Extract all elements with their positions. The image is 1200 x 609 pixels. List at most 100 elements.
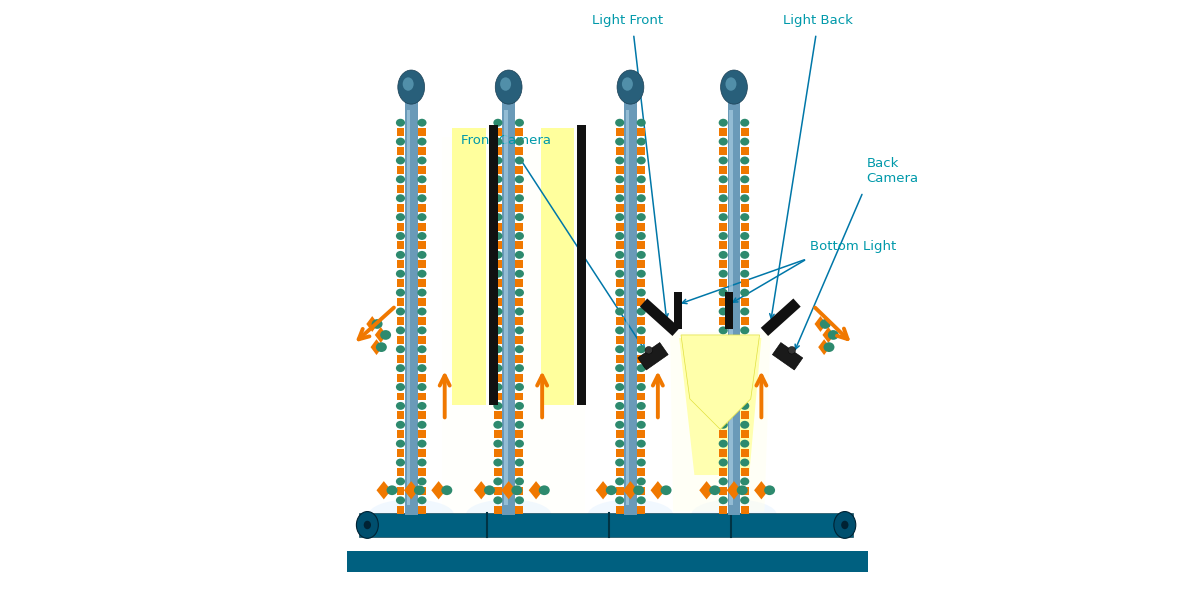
Bar: [637, 166, 646, 174]
Ellipse shape: [493, 270, 503, 278]
Bar: [494, 373, 502, 381]
Ellipse shape: [493, 175, 503, 183]
Bar: [719, 317, 727, 325]
Polygon shape: [679, 338, 761, 475]
Ellipse shape: [396, 138, 406, 146]
Bar: [637, 449, 646, 457]
Bar: [637, 354, 646, 362]
Bar: [740, 147, 749, 155]
Bar: [494, 147, 502, 155]
Bar: [494, 449, 502, 457]
Bar: [637, 505, 646, 514]
Ellipse shape: [719, 459, 727, 466]
Bar: [616, 279, 624, 287]
Ellipse shape: [637, 477, 646, 485]
Ellipse shape: [511, 485, 522, 495]
Ellipse shape: [588, 499, 673, 530]
Ellipse shape: [719, 232, 727, 240]
Bar: [418, 241, 426, 249]
Bar: [494, 487, 502, 495]
Bar: [740, 505, 749, 514]
Ellipse shape: [418, 270, 426, 278]
Polygon shape: [640, 298, 679, 336]
Bar: [637, 128, 646, 136]
Ellipse shape: [634, 485, 644, 495]
Bar: [396, 430, 404, 438]
Ellipse shape: [616, 421, 624, 429]
Polygon shape: [773, 342, 803, 370]
Ellipse shape: [616, 477, 624, 485]
Ellipse shape: [616, 232, 624, 240]
Bar: [719, 354, 727, 362]
Ellipse shape: [616, 496, 624, 504]
Ellipse shape: [740, 270, 749, 278]
Bar: [637, 468, 646, 476]
Bar: [616, 487, 624, 495]
Bar: [740, 185, 749, 192]
Bar: [418, 317, 426, 325]
Ellipse shape: [493, 232, 503, 240]
Bar: [494, 336, 502, 343]
Bar: [516, 354, 523, 362]
Ellipse shape: [740, 157, 749, 164]
Ellipse shape: [376, 342, 386, 352]
Bar: [719, 487, 727, 495]
Ellipse shape: [418, 251, 426, 259]
Ellipse shape: [719, 364, 727, 372]
Polygon shape: [502, 481, 516, 499]
Ellipse shape: [740, 459, 749, 466]
Polygon shape: [474, 481, 488, 499]
Ellipse shape: [418, 232, 426, 240]
Ellipse shape: [764, 485, 775, 495]
Bar: [616, 203, 624, 211]
Bar: [494, 260, 502, 268]
Ellipse shape: [616, 213, 624, 221]
Ellipse shape: [418, 157, 426, 164]
Bar: [616, 392, 624, 401]
Bar: [396, 412, 404, 419]
Ellipse shape: [418, 364, 426, 372]
Ellipse shape: [637, 194, 646, 202]
Bar: [494, 505, 502, 514]
Ellipse shape: [740, 175, 749, 183]
Ellipse shape: [515, 364, 524, 372]
Ellipse shape: [396, 251, 406, 259]
Bar: [503, 100, 515, 515]
Ellipse shape: [396, 383, 406, 391]
Bar: [418, 449, 426, 457]
Bar: [494, 185, 502, 192]
Polygon shape: [822, 327, 834, 343]
Ellipse shape: [616, 119, 624, 127]
Ellipse shape: [493, 364, 503, 372]
Ellipse shape: [616, 459, 624, 466]
Bar: [396, 147, 404, 155]
Bar: [616, 298, 624, 306]
Bar: [396, 373, 404, 381]
Ellipse shape: [828, 330, 839, 340]
Bar: [516, 392, 523, 401]
Text: Bottom Light: Bottom Light: [810, 240, 896, 253]
Bar: [516, 128, 523, 136]
Bar: [719, 166, 727, 174]
Polygon shape: [815, 316, 827, 332]
Bar: [418, 298, 426, 306]
Ellipse shape: [418, 119, 426, 127]
Polygon shape: [727, 481, 742, 499]
Ellipse shape: [616, 383, 624, 391]
Bar: [418, 354, 426, 362]
Polygon shape: [377, 481, 391, 499]
Ellipse shape: [616, 175, 624, 183]
Ellipse shape: [418, 289, 426, 297]
Bar: [637, 185, 646, 192]
Ellipse shape: [720, 70, 748, 104]
Ellipse shape: [396, 194, 406, 202]
Ellipse shape: [841, 521, 848, 529]
Ellipse shape: [616, 345, 624, 353]
Bar: [637, 241, 646, 249]
Bar: [516, 222, 523, 230]
Polygon shape: [761, 298, 800, 336]
Bar: [616, 354, 624, 362]
Bar: [516, 298, 523, 306]
Bar: [494, 412, 502, 419]
Bar: [637, 317, 646, 325]
